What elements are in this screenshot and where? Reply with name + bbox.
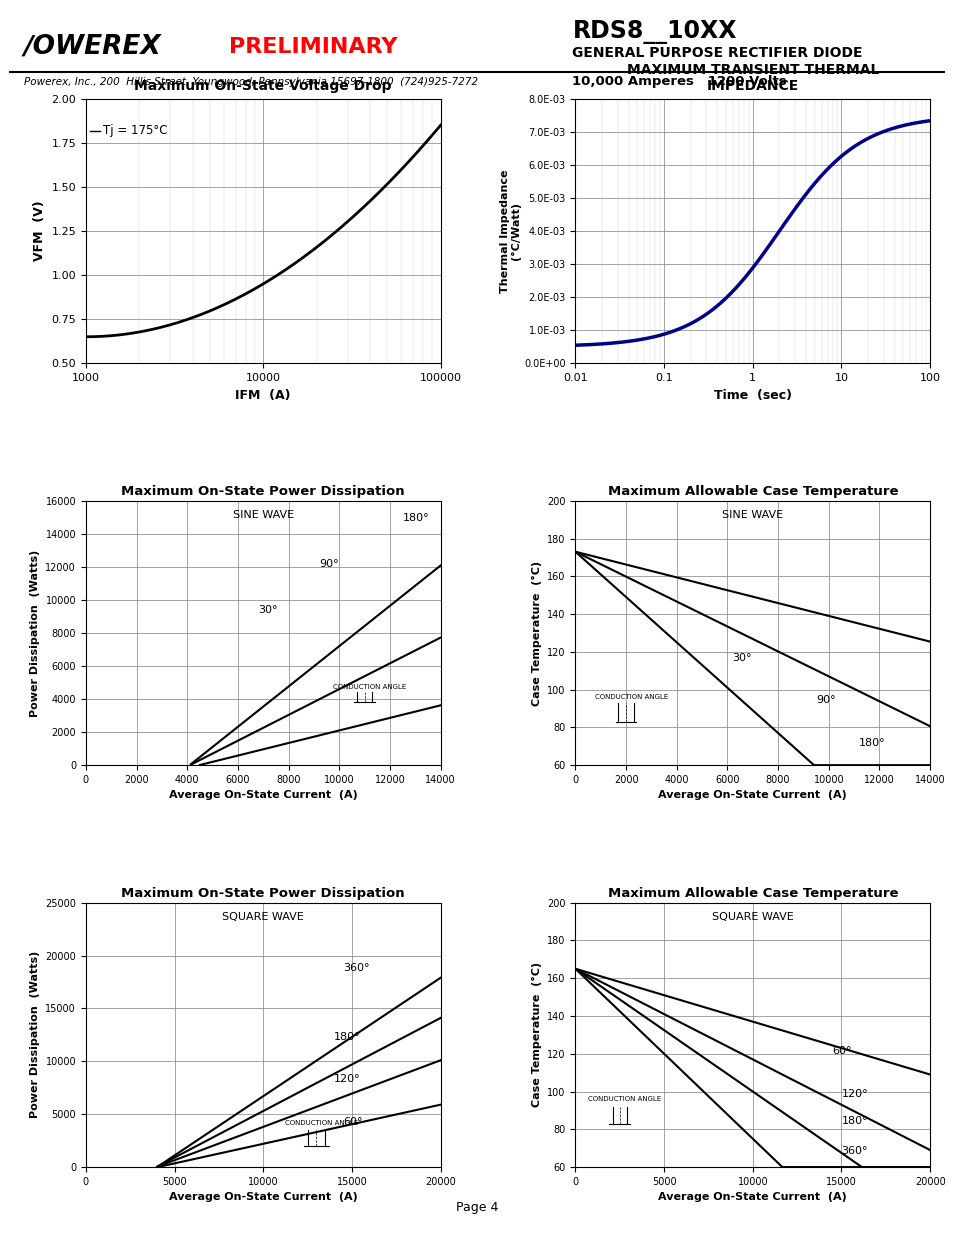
Text: 360°: 360° (343, 963, 369, 973)
Y-axis label: Case Temperature  (°C): Case Temperature (°C) (531, 561, 541, 705)
Title: MAXIMUM TRANSIENT THERMAL
IMPEDANCE: MAXIMUM TRANSIENT THERMAL IMPEDANCE (626, 63, 878, 94)
Y-axis label: Power Dissipation  (Watts): Power Dissipation (Watts) (30, 951, 40, 1119)
Text: PRELIMINARY: PRELIMINARY (229, 37, 397, 57)
Text: SINE WAVE: SINE WAVE (233, 510, 294, 520)
X-axis label: Average On-State Current  (A): Average On-State Current (A) (658, 1192, 846, 1203)
Text: 180°: 180° (334, 1032, 360, 1042)
Text: SINE WAVE: SINE WAVE (721, 510, 782, 520)
Title: Maximum On-State Voltage Drop: Maximum On-State Voltage Drop (134, 79, 392, 94)
Y-axis label: VFM  (V): VFM (V) (32, 201, 46, 262)
Y-axis label: Power Dissipation  (Watts): Power Dissipation (Watts) (30, 550, 40, 716)
Title: Maximum Allowable Case Temperature: Maximum Allowable Case Temperature (607, 485, 897, 498)
Text: CONDUCTION ANGLE: CONDUCTION ANGLE (333, 684, 406, 690)
Text: CONDUCTION ANGLE: CONDUCTION ANGLE (594, 694, 667, 700)
X-axis label: Average On-State Current  (A): Average On-State Current (A) (658, 790, 846, 800)
Title: Maximum Allowable Case Temperature: Maximum Allowable Case Temperature (607, 887, 897, 900)
Y-axis label: Case Temperature  (°C): Case Temperature (°C) (531, 962, 541, 1108)
Text: Tj = 175°C: Tj = 175°C (103, 124, 168, 137)
Text: 10,000 Amperes   1200 Volts: 10,000 Amperes 1200 Volts (572, 75, 786, 88)
Text: Page 4: Page 4 (456, 1202, 497, 1214)
Text: 180°: 180° (402, 513, 429, 522)
Text: 30°: 30° (732, 653, 751, 663)
Text: ∕OWEREX: ∕OWEREX (24, 33, 161, 61)
Text: 120°: 120° (841, 1089, 867, 1099)
Text: SQUARE WAVE: SQUARE WAVE (711, 911, 793, 921)
Text: Powerex, Inc., 200  Hillis Street, Youngwood, Pennsylvania 15697-1800  (724)925-: Powerex, Inc., 200 Hillis Street, Youngw… (24, 77, 477, 86)
Text: 60°: 60° (832, 1046, 851, 1056)
Text: CONDUCTION ANGLE: CONDUCTION ANGLE (285, 1120, 358, 1126)
Text: 90°: 90° (815, 695, 835, 705)
Text: 180°: 180° (859, 739, 885, 748)
Text: CONDUCTION ANGLE: CONDUCTION ANGLE (588, 1095, 661, 1102)
X-axis label: Average On-State Current  (A): Average On-State Current (A) (169, 1192, 357, 1203)
Y-axis label: Thermal Impedance
(°C/Watt): Thermal Impedance (°C/Watt) (499, 169, 520, 293)
X-axis label: Time  (sec): Time (sec) (713, 389, 791, 401)
Title: Maximum On-State Power Dissipation: Maximum On-State Power Dissipation (121, 485, 405, 498)
Text: 30°: 30° (258, 605, 277, 615)
Text: 360°: 360° (841, 1146, 867, 1156)
Text: 180°: 180° (841, 1115, 867, 1125)
Text: 90°: 90° (318, 558, 338, 569)
Text: GENERAL PURPOSE RECTIFIER DIODE: GENERAL PURPOSE RECTIFIER DIODE (572, 46, 862, 61)
Text: RDS8__10XX: RDS8__10XX (572, 20, 736, 44)
Text: 120°: 120° (334, 1074, 360, 1084)
Text: 60°: 60° (343, 1116, 362, 1126)
Title: Maximum On-State Power Dissipation: Maximum On-State Power Dissipation (121, 887, 405, 900)
Text: SQUARE WAVE: SQUARE WAVE (222, 911, 304, 921)
X-axis label: Average On-State Current  (A): Average On-State Current (A) (169, 790, 357, 800)
X-axis label: IFM  (A): IFM (A) (235, 389, 291, 401)
